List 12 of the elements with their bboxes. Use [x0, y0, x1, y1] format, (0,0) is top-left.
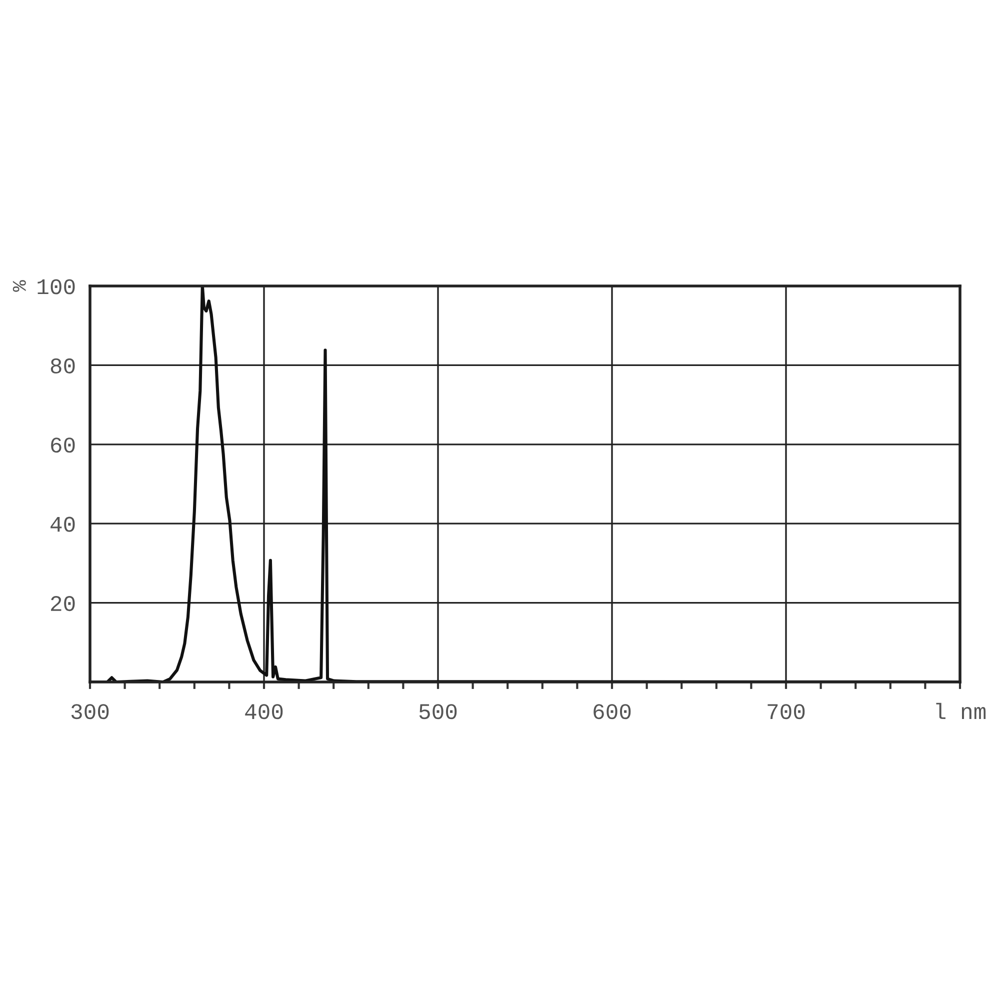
x-tick-label: 300 [71, 704, 109, 720]
y-tick-label: 80 [50, 358, 75, 374]
x-tick-label: 700 [768, 704, 805, 720]
x-tick-label: l nm [936, 702, 986, 719]
y-tick-label: 60 [51, 438, 75, 453]
x-tick-label: 400 [245, 704, 283, 720]
y-tick-label: 40 [50, 516, 75, 532]
y-tick-label: 100 [38, 279, 75, 294]
y-axis-title: % [12, 280, 26, 292]
y-tick-label: 20 [51, 596, 75, 612]
x-tick-label: 600 [594, 704, 631, 720]
x-tick-label: 500 [419, 704, 457, 720]
